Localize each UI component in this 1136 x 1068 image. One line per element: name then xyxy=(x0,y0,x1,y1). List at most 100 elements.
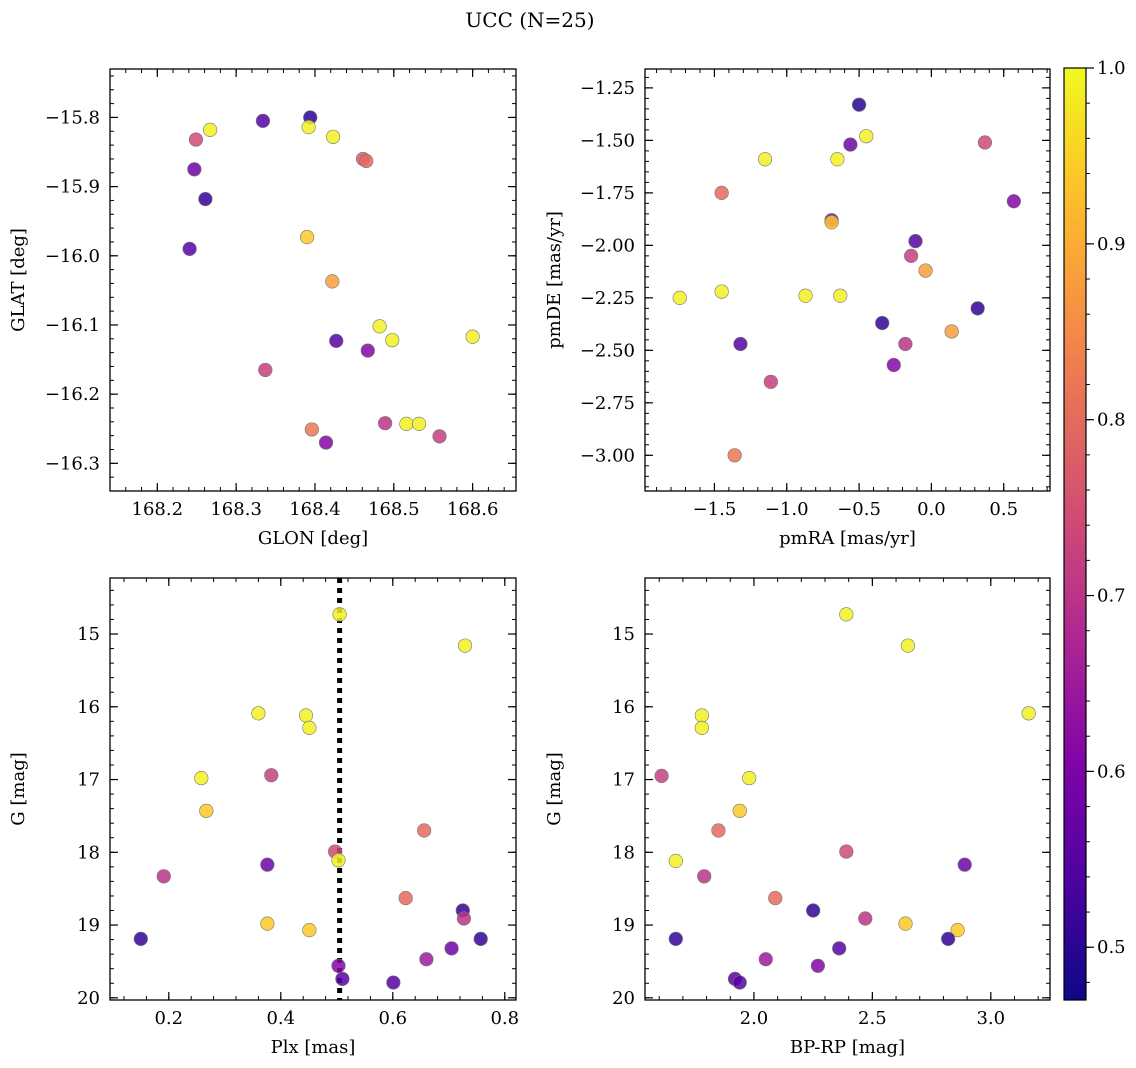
data-point xyxy=(918,263,933,278)
data-point xyxy=(203,122,218,137)
data-point xyxy=(465,329,480,344)
data-point xyxy=(194,770,209,786)
data-point xyxy=(187,162,202,177)
data-point xyxy=(1006,194,1021,209)
data-point xyxy=(727,448,742,463)
data-point xyxy=(182,241,197,256)
x-tick-label: 2.5 xyxy=(858,1008,887,1029)
data-point xyxy=(359,153,374,169)
data-point xyxy=(432,429,447,444)
data-point xyxy=(824,215,839,230)
x-axis-label: Plx [mas] xyxy=(271,1037,356,1058)
data-point xyxy=(714,284,729,299)
panel-bprp-g: 2.0 2.5 3.0 15 16 17 18 19 20 BP-RP [mag] G [mag] xyxy=(544,577,1051,1058)
data-point xyxy=(260,857,275,872)
y-axis-label: pmDE [mas/yr] xyxy=(544,211,565,349)
data-point xyxy=(331,853,346,868)
data-point xyxy=(372,319,387,334)
data-point xyxy=(904,248,919,263)
y-tick-label: 15 xyxy=(612,624,635,645)
data-point xyxy=(858,911,873,926)
colorbar-tick-label: 0.6 xyxy=(1097,761,1126,782)
y-tick-label: −1.75 xyxy=(580,183,635,204)
data-point xyxy=(843,137,858,152)
y-axis-label: G [mag] xyxy=(544,752,565,825)
colorbar-tick-label: 0.7 xyxy=(1097,586,1126,607)
panel-glon-glat: 168.2 168.3 168.4 168.5 168.6 −15.8 −15.9 −16.0… xyxy=(8,68,517,549)
data-point xyxy=(318,435,334,450)
x-tick-label: 3.0 xyxy=(976,1008,1005,1029)
y-tick-label: 15 xyxy=(77,624,100,645)
colorbar: 0.5 0.6 0.7 0.8 0.9 1.0 xyxy=(1063,58,1126,1001)
figure-title: UCC (N=25) xyxy=(465,8,594,32)
y-tick-label: 16 xyxy=(77,697,100,718)
panel-plx-g: 0.2 0.4 0.6 0.8 15 16 17 18 19 20 Plx [mas] G [mag] xyxy=(8,577,519,1058)
colorbar-tick-label: 1.0 xyxy=(1097,58,1126,79)
data-point xyxy=(398,891,413,906)
x-tick-label: 0.6 xyxy=(378,1008,407,1029)
data-point xyxy=(798,288,813,303)
y-tick-label: −2.25 xyxy=(580,288,635,309)
data-point xyxy=(258,362,273,378)
colorbar-tick-label: 0.8 xyxy=(1097,410,1126,431)
data-point xyxy=(385,333,400,348)
axes-frame xyxy=(644,68,1051,492)
y-tick-label: −16.2 xyxy=(45,384,100,405)
y-tick-label: −2.75 xyxy=(580,393,635,414)
data-point xyxy=(957,857,972,872)
data-point xyxy=(839,607,854,622)
data-point xyxy=(156,869,171,884)
y-tick-label: 19 xyxy=(77,915,100,936)
data-point xyxy=(419,952,434,967)
data-point xyxy=(325,274,340,289)
data-point xyxy=(886,357,901,373)
x-tick-label: 0.5 xyxy=(989,499,1018,520)
data-point xyxy=(304,422,319,437)
data-point xyxy=(768,891,783,906)
data-point xyxy=(859,129,874,144)
data-point xyxy=(378,416,393,431)
x-axis-label: pmRA [mas/yr] xyxy=(779,528,916,549)
y-axis-label: GLAT [deg] xyxy=(8,228,29,332)
y-tick-label: 17 xyxy=(77,770,100,791)
y-tick-label: −1.50 xyxy=(580,130,635,151)
data-point xyxy=(898,916,913,931)
data-point xyxy=(444,941,459,956)
data-point xyxy=(331,958,346,973)
axes-frame xyxy=(644,577,1051,1001)
data-point xyxy=(839,844,854,859)
data-point xyxy=(255,113,271,128)
data-point xyxy=(970,301,985,316)
data-point xyxy=(260,916,275,931)
data-point xyxy=(832,941,847,956)
data-point xyxy=(386,975,401,990)
data-point xyxy=(694,708,709,723)
colorbar-tick-label: 0.9 xyxy=(1097,234,1126,255)
data-point xyxy=(694,720,709,735)
x-tick-label: 0.4 xyxy=(266,1008,295,1029)
data-point xyxy=(714,185,729,200)
data-point xyxy=(399,416,414,431)
data-point xyxy=(332,607,347,622)
data-point xyxy=(329,333,344,348)
data-point xyxy=(456,911,472,926)
data-point xyxy=(668,931,683,946)
data-point xyxy=(301,120,316,135)
x-tick-label: 168.6 xyxy=(447,499,499,520)
x-tick-label: 168.3 xyxy=(210,499,262,520)
y-tick-label: 20 xyxy=(77,988,100,1009)
y-tick-label: −2.00 xyxy=(580,235,635,256)
data-point xyxy=(875,315,890,331)
y-tick-label: −1.25 xyxy=(580,78,635,99)
data-point xyxy=(711,823,726,838)
data-point xyxy=(806,903,821,918)
x-axis-label: BP-RP [mag] xyxy=(790,1037,905,1058)
data-point xyxy=(299,230,315,245)
x-tick-label: −0.5 xyxy=(837,499,881,520)
data-point xyxy=(697,869,712,884)
x-tick-label: 0.8 xyxy=(490,1008,519,1029)
data-point xyxy=(302,923,317,938)
data-point xyxy=(457,638,473,653)
data-point xyxy=(742,770,757,786)
data-point xyxy=(199,803,214,818)
